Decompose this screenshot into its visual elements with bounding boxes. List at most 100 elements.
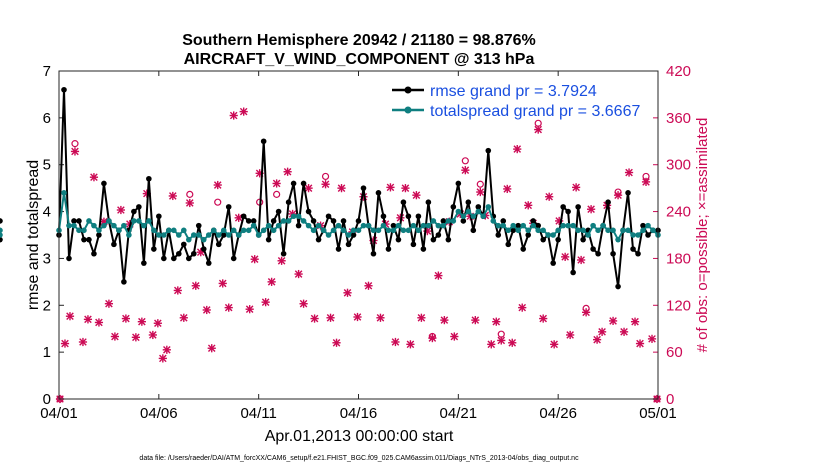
x-tick-label: 04/01 — [40, 405, 78, 422]
obs-assimilated-point — [104, 299, 114, 308]
series-point — [550, 232, 556, 238]
series-point — [380, 213, 387, 220]
series-point — [61, 190, 67, 196]
series-point — [470, 227, 477, 234]
series-point — [530, 218, 537, 224]
series-point — [500, 218, 507, 224]
series-point — [385, 246, 392, 252]
obs-assimilated-point — [492, 317, 501, 326]
obs-assimilated-point — [401, 184, 410, 193]
series-point — [185, 236, 192, 243]
obs-assimilated-point — [608, 316, 618, 326]
obs-assimilated-point — [294, 269, 303, 279]
series-point — [156, 213, 162, 220]
obs-possible-point — [214, 198, 222, 206]
obs-assimilated-point — [173, 286, 182, 295]
series-point — [315, 236, 322, 243]
series-point — [111, 222, 117, 229]
data-file-footnote: data file: /Users/raeder/DAI/ATM_forcXX/… — [139, 455, 579, 462]
obs-assimilated-point — [250, 255, 259, 264]
series-point — [365, 222, 372, 229]
obs-assimilated-point — [202, 305, 211, 315]
series-point — [420, 246, 427, 252]
series-point — [96, 232, 102, 238]
series-point — [146, 218, 152, 224]
series-point — [121, 279, 127, 285]
series-point — [151, 246, 157, 252]
series-point — [210, 227, 217, 234]
series-point — [340, 227, 347, 234]
series-point — [390, 227, 397, 234]
series-point — [370, 250, 377, 257]
series-point — [131, 218, 137, 224]
series-point — [335, 246, 342, 252]
series-point — [395, 236, 402, 243]
obs-assimilated-point — [121, 314, 130, 323]
obs-assimilated-point — [89, 173, 99, 182]
series-point — [475, 208, 482, 215]
series-point — [525, 227, 532, 234]
series-totalspread — [0, 190, 661, 243]
y-tick-label: 1 — [43, 344, 51, 361]
series-point — [270, 218, 277, 224]
series-point — [640, 227, 646, 234]
obs-assimilated-point — [487, 340, 496, 349]
obs-assimilated-point — [239, 107, 248, 116]
obs-assimilated-point — [550, 340, 559, 349]
obs-assimilated-point — [304, 184, 313, 193]
plot-area — [59, 71, 658, 399]
obs-assimilated-point — [434, 271, 443, 280]
series-point — [300, 218, 307, 224]
series-point — [111, 241, 117, 248]
obs-assimilated-point — [110, 332, 120, 341]
series-point — [360, 222, 367, 229]
series-point — [400, 199, 407, 205]
series-point — [485, 147, 492, 154]
series-point — [390, 222, 397, 229]
series-point — [330, 218, 337, 224]
series-point — [205, 232, 212, 238]
series-point — [540, 236, 546, 243]
obs-assimilated-point — [613, 191, 623, 200]
obs-assimilated-point — [391, 337, 400, 347]
obs-assimilated-point — [218, 279, 227, 288]
obs-assimilated-point — [343, 288, 352, 297]
series-point — [300, 180, 307, 187]
series-point — [595, 250, 601, 257]
obs-assimilated-point — [577, 255, 586, 265]
series-point — [345, 241, 352, 248]
series-point — [415, 227, 422, 234]
series-point — [250, 218, 257, 224]
obs-possible-point — [71, 140, 79, 148]
series-point — [116, 227, 122, 234]
series-point — [440, 222, 447, 229]
series-point — [570, 222, 576, 229]
obs-assimilated-point — [83, 315, 93, 324]
series-point — [66, 222, 72, 229]
series-point — [450, 204, 457, 210]
x-tick-label: 04/06 — [140, 405, 178, 422]
series-point — [405, 227, 412, 234]
series-point — [101, 222, 107, 229]
x-tick-label: 04/11 — [240, 405, 276, 422]
obs-assimilated-point — [245, 305, 254, 314]
series-point — [460, 213, 467, 220]
legend-label-totalspread: totalspread grand pr = 3.6667 — [430, 103, 640, 120]
obs-assimilated-point — [213, 180, 222, 190]
obs-assimilated-point — [162, 345, 171, 354]
series-point — [565, 208, 571, 215]
series-point — [360, 185, 367, 191]
obs-assimilated-point — [185, 198, 194, 208]
series-point — [225, 232, 232, 238]
series-point — [445, 236, 452, 243]
obs-assimilated-point — [630, 317, 640, 326]
series-point — [605, 199, 611, 205]
series-point — [560, 222, 566, 229]
series-point — [450, 218, 457, 224]
series-point — [540, 227, 546, 234]
obs-assimilated-point — [267, 277, 276, 286]
series-point — [600, 222, 606, 229]
series-point — [430, 236, 437, 243]
series-point — [520, 246, 527, 252]
obs-assimilated-point — [503, 184, 512, 194]
